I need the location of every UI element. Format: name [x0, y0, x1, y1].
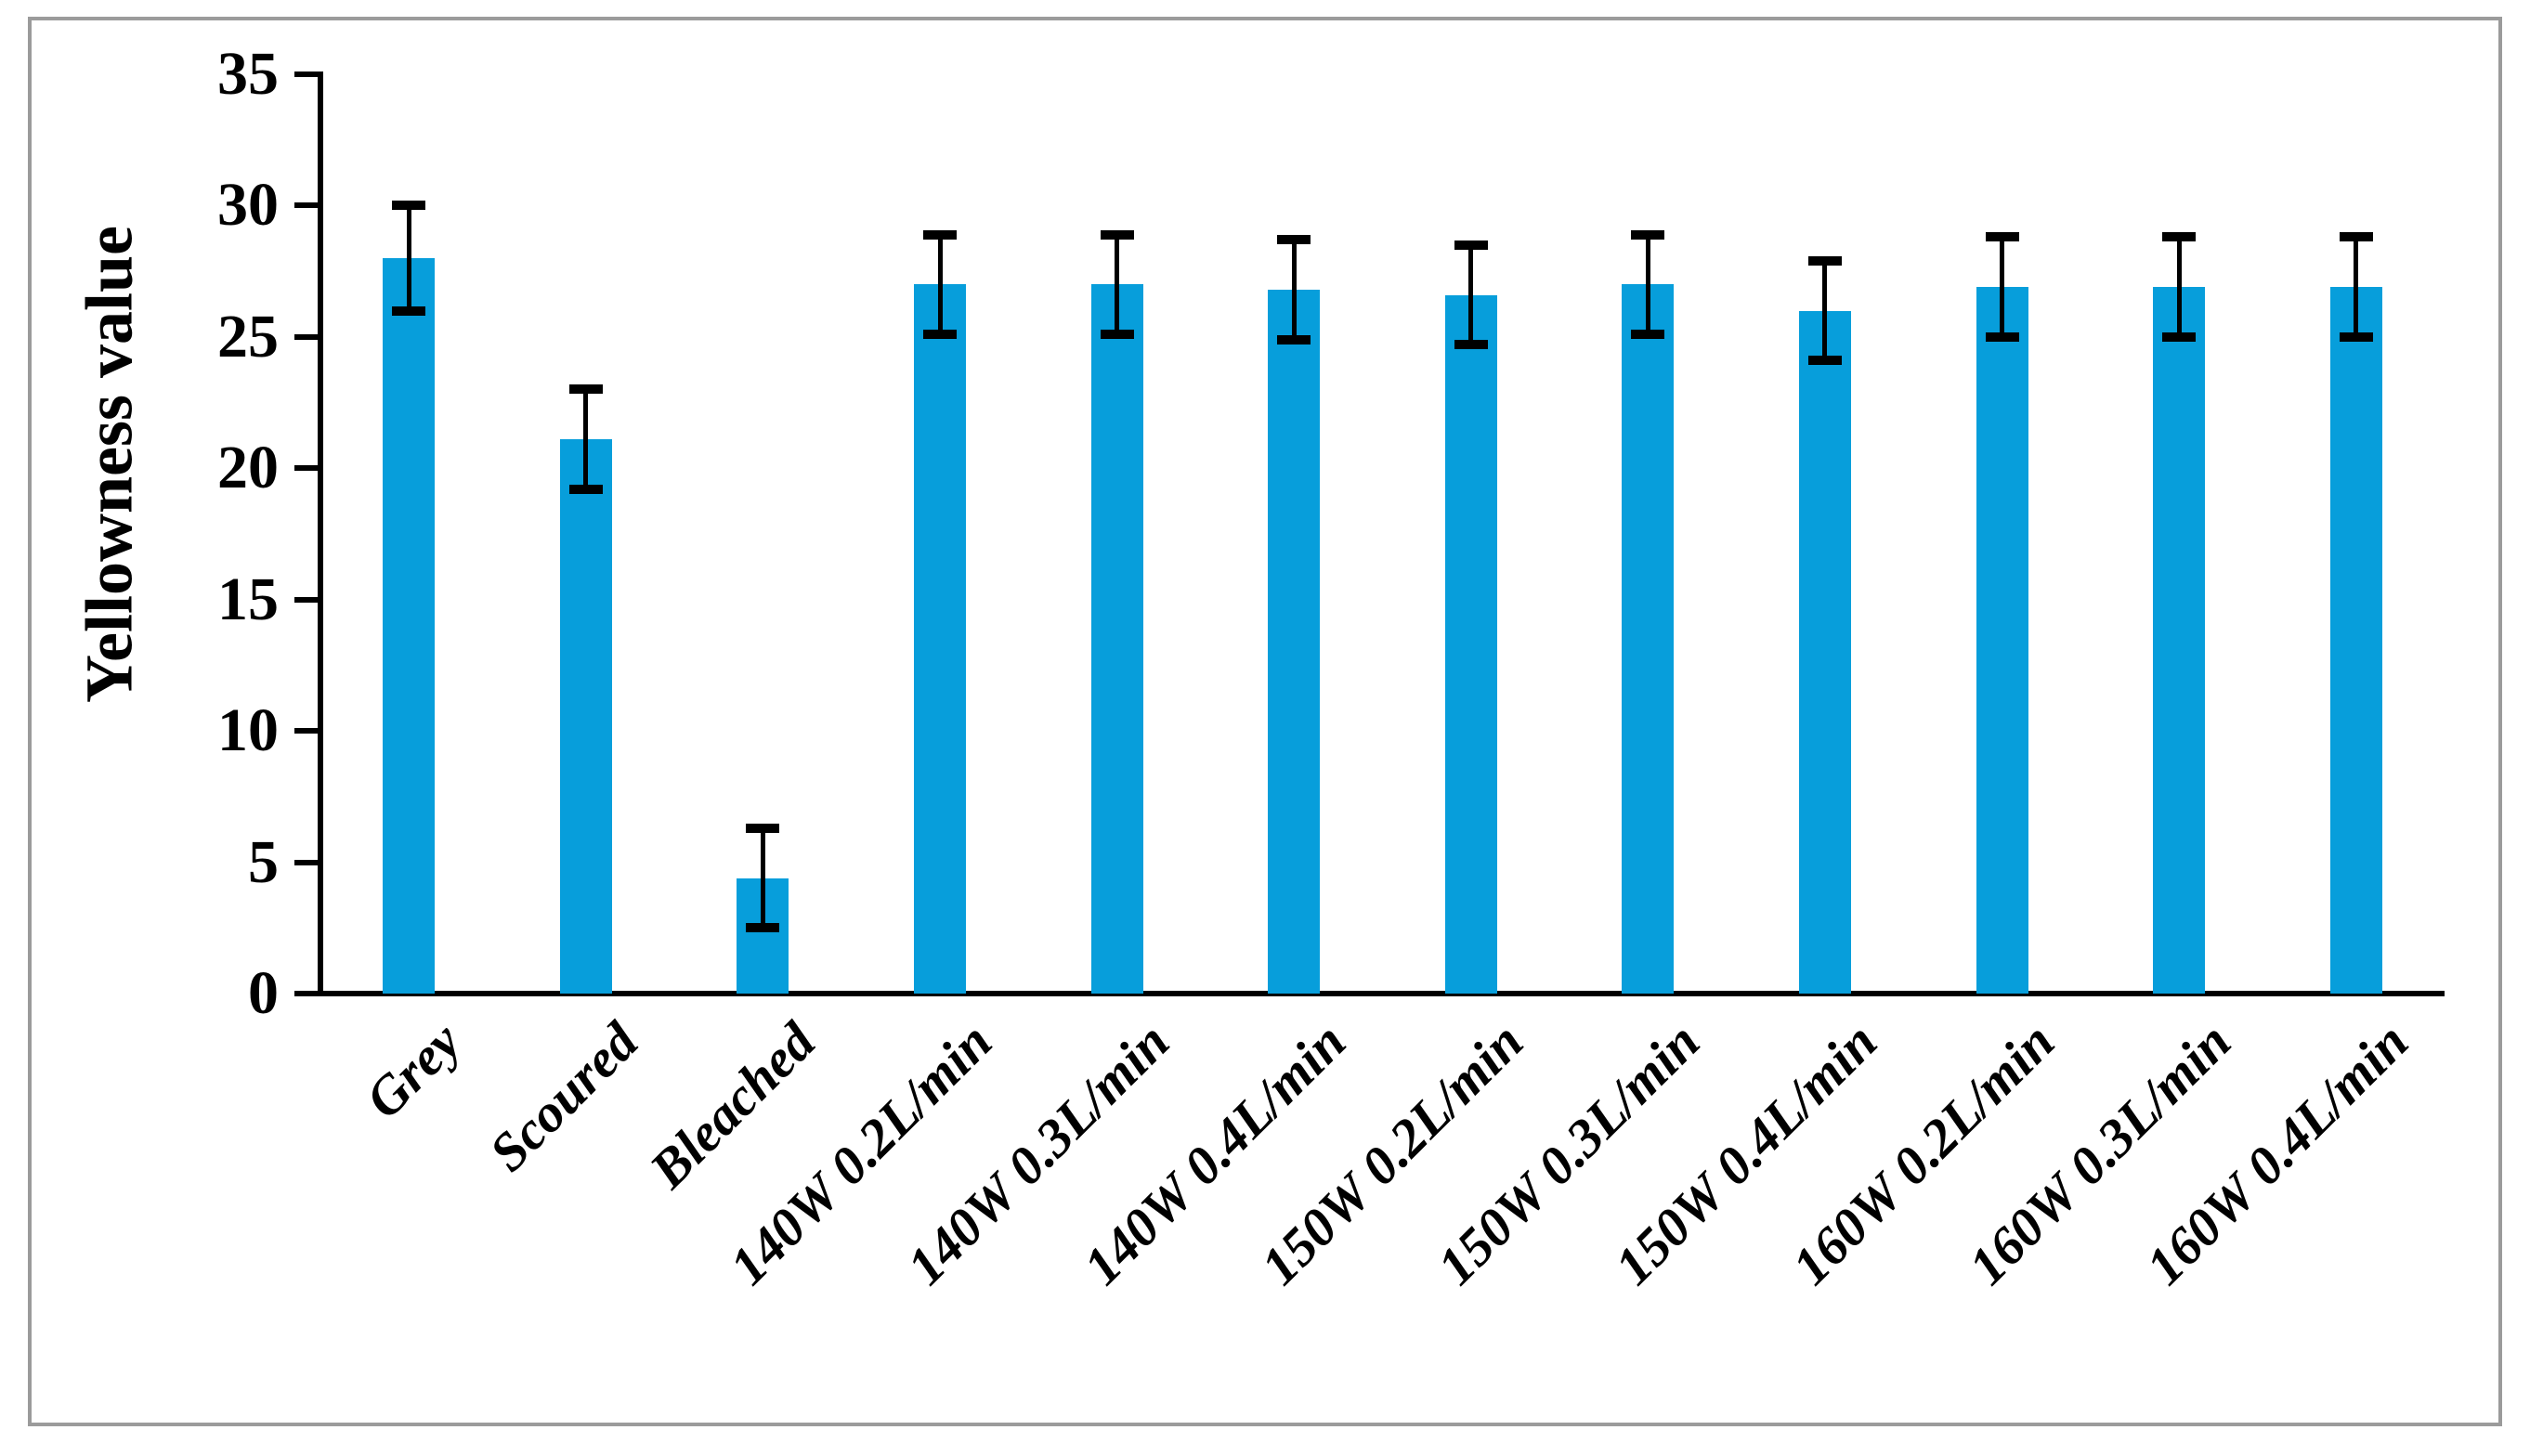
error-bar-cap-bottom: [1277, 335, 1311, 344]
error-bar-line: [938, 235, 943, 334]
error-bar-line: [407, 205, 411, 310]
bar: [1622, 284, 1674, 994]
y-tick: [294, 202, 320, 208]
bar: [1976, 287, 2028, 994]
bar: [2153, 287, 2205, 994]
y-tick: [294, 334, 320, 340]
error-bar-cap-top: [923, 230, 957, 240]
y-tick: [294, 597, 320, 603]
y-tick: [294, 728, 320, 734]
error-bar-cap-bottom: [392, 306, 425, 316]
error-bar-cap-bottom: [923, 330, 957, 339]
bar: [560, 439, 612, 994]
y-tick-label: 10: [217, 696, 279, 764]
error-bar-cap-bottom: [1808, 356, 1842, 365]
bar: [383, 258, 435, 994]
error-bar-cap-bottom: [1986, 332, 2019, 342]
error-bar-line: [1646, 235, 1650, 334]
bar: [1091, 284, 1143, 994]
error-bar-line: [583, 389, 588, 488]
error-bar-cap-bottom: [1631, 330, 1664, 339]
error-bar-cap-top: [1631, 230, 1664, 240]
error-bar-cap-top: [1808, 256, 1842, 266]
y-tick-label: 35: [217, 40, 279, 108]
bar: [2330, 287, 2382, 994]
error-bar-cap-bottom: [746, 923, 779, 932]
error-bar-cap-top: [2340, 232, 2373, 241]
error-bar-cap-bottom: [1454, 340, 1488, 349]
error-bar-line: [1822, 261, 1827, 360]
error-bar-cap-top: [569, 384, 603, 394]
error-bar-cap-top: [2162, 232, 2196, 241]
error-bar-cap-top: [1454, 240, 1488, 250]
y-tick-label: 5: [248, 828, 279, 896]
error-bar-cap-top: [392, 201, 425, 210]
y-tick-label: 25: [217, 303, 279, 370]
error-bar-cap-bottom: [2340, 332, 2373, 342]
x-axis-line: [318, 991, 2445, 996]
error-bar-line: [1292, 240, 1297, 339]
error-bar-line: [2000, 237, 2004, 336]
y-tick: [294, 465, 320, 471]
error-bar-line: [2354, 237, 2358, 336]
error-bar-cap-bottom: [2162, 332, 2196, 342]
error-bar-line: [761, 828, 765, 928]
y-tick-label: 15: [217, 566, 279, 633]
y-tick-label: 0: [248, 959, 279, 1027]
bar: [1799, 311, 1851, 994]
error-bar-cap-top: [1101, 230, 1134, 240]
y-tick-label: 20: [217, 434, 279, 501]
bar: [914, 284, 966, 994]
y-tick: [294, 72, 320, 77]
error-bar-cap-top: [1277, 235, 1311, 244]
error-bar-cap-top: [746, 824, 779, 833]
y-axis-line: [318, 72, 323, 996]
error-bar-cap-bottom: [569, 485, 603, 494]
error-bar-cap-top: [1986, 232, 2019, 241]
y-tick: [294, 860, 320, 865]
error-bar-line: [2177, 237, 2182, 336]
error-bar-line: [1468, 245, 1473, 344]
bar: [1268, 290, 1320, 994]
y-tick: [294, 991, 320, 996]
bar: [1445, 295, 1497, 994]
error-bar-cap-bottom: [1101, 330, 1134, 339]
error-bar-line: [1115, 235, 1119, 334]
figure-border: [28, 17, 2502, 1426]
y-tick-label: 30: [217, 171, 279, 239]
